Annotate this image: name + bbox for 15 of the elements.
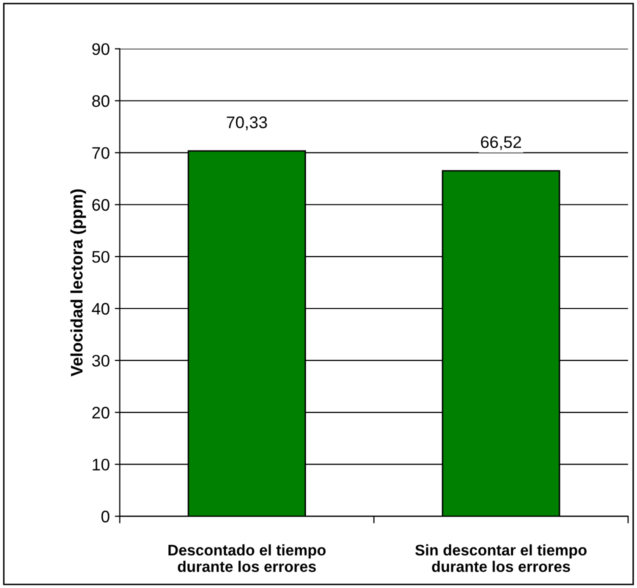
y-tick-label: 40 [92, 302, 110, 315]
x-tick-label: Sin descontar el tiempo durante los errores [415, 544, 587, 572]
data-label: 66,52 [480, 136, 522, 150]
y-tick-label: 10 [92, 458, 110, 471]
y-tick-label: 90 [92, 43, 110, 56]
y-axis-title: Velocidad lectora (ppm) [70, 189, 86, 376]
y-tick-label: 20 [92, 406, 110, 419]
y-tick-label: 80 [92, 95, 110, 107]
y-tick-label: 50 [92, 250, 110, 263]
y-tick-label: 70 [92, 147, 110, 159]
y-tick-label: 0 [101, 510, 110, 522]
y-tick-label: 30 [92, 354, 110, 367]
data-label: 70,33 [226, 116, 267, 130]
y-tick-label: 60 [92, 199, 110, 211]
x-tick-label: Descontado el tiempo durante los errores [168, 544, 326, 572]
